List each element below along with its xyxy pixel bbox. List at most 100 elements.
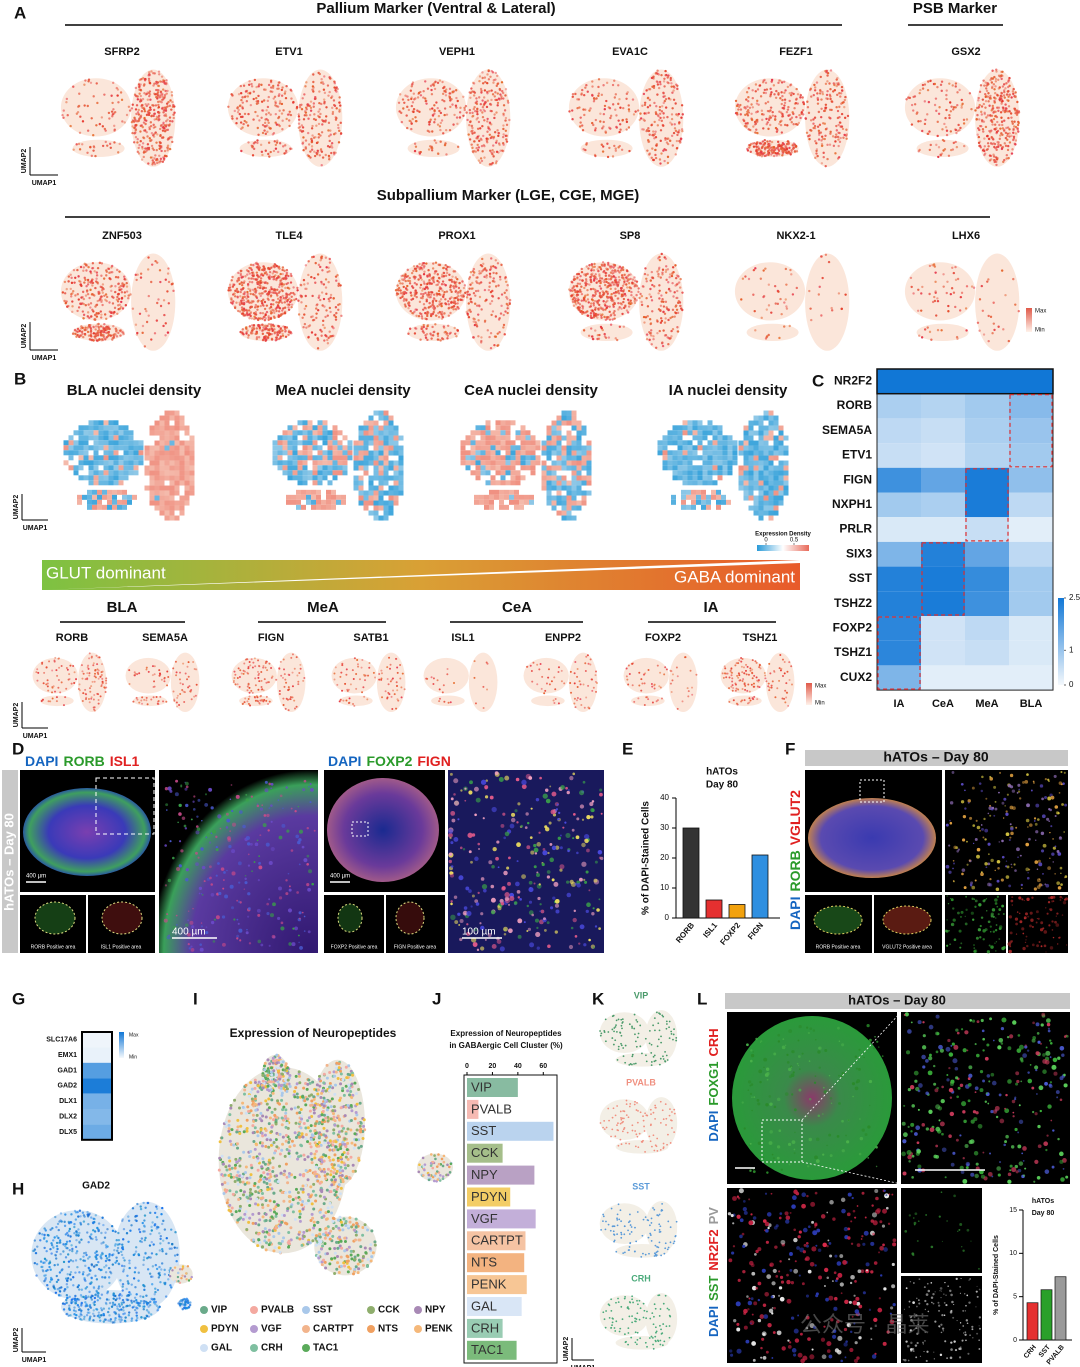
cell-dot [976, 113, 979, 117]
cell-dot [111, 271, 114, 274]
cell-dot [245, 331, 248, 334]
cell-dot [615, 125, 618, 129]
cell-dot [650, 123, 653, 127]
cell-dot [671, 91, 674, 94]
cell-dot [433, 87, 437, 91]
cell-dot [410, 285, 414, 288]
cell-dot [669, 76, 672, 80]
cell-dot [593, 98, 596, 101]
cell-dot [150, 263, 154, 266]
cell-dot [468, 293, 471, 296]
cell-dot [149, 108, 152, 111]
cell-dot [992, 322, 996, 325]
cell-dot [753, 120, 757, 124]
cell-dot [762, 127, 765, 130]
cell-dot [265, 117, 268, 121]
cell-dot [274, 147, 278, 150]
cell-dot [763, 148, 767, 151]
cell-dot [601, 127, 604, 130]
cell-dot [304, 264, 308, 267]
cell-dot [312, 102, 316, 105]
cell-dot [663, 321, 667, 324]
cell-dot [259, 311, 262, 315]
cell-dot [320, 334, 323, 337]
colorbar-label: Min [1035, 328, 1045, 334]
umap-background [805, 69, 850, 167]
cell-dot [831, 90, 835, 93]
cell-dot [983, 137, 986, 140]
cell-dot [250, 317, 254, 320]
cell-dot [790, 121, 793, 124]
cell-dot [100, 295, 103, 298]
cell-dot [975, 118, 978, 121]
density-pixel [78, 445, 84, 451]
cell-dot [836, 93, 839, 97]
cell-dot [227, 289, 230, 292]
cell-dot [591, 299, 595, 302]
cell-dot [314, 281, 317, 284]
cell-dot [1006, 90, 1009, 93]
cell-dot [648, 153, 651, 156]
cell-dot [305, 114, 308, 117]
cell-dot [273, 311, 276, 314]
cell-dot [768, 140, 772, 143]
cell-dot [486, 81, 489, 85]
cell-dot [617, 146, 620, 149]
cell-dot [505, 302, 509, 306]
cell-dot [430, 277, 433, 280]
cell-dot [1010, 96, 1013, 99]
cell-dot [286, 113, 290, 116]
cell-dot [279, 279, 283, 282]
cell-dot [783, 91, 786, 94]
cell-dot [441, 98, 444, 102]
cell-dot [648, 293, 651, 296]
cell-dot [799, 96, 802, 99]
cell-dot [256, 280, 260, 284]
cell-dot [429, 290, 433, 294]
cell-dot [146, 143, 150, 146]
cell-dot [271, 133, 275, 136]
cell-dot [239, 92, 243, 95]
cell-dot [318, 101, 321, 105]
cell-dot [837, 138, 840, 141]
cell-dot [591, 80, 594, 83]
cell-dot [416, 265, 419, 268]
cell-dot [483, 288, 487, 292]
cell-dot [113, 310, 116, 314]
cell-dot [775, 154, 778, 157]
cell-dot [774, 126, 778, 130]
cell-dot [230, 279, 233, 282]
cell-dot [755, 128, 758, 131]
cell-dot [928, 292, 931, 296]
cell-dot [232, 300, 235, 303]
cell-dot [991, 69, 994, 72]
cell-dot [136, 273, 139, 276]
cell-dot [1014, 139, 1018, 142]
cell-dot [337, 141, 341, 144]
umap-background [916, 139, 969, 158]
cell-dot [441, 316, 445, 319]
cell-dot [334, 315, 338, 319]
cell-dot [934, 271, 937, 274]
cell-dot [745, 98, 748, 101]
cell-dot [1012, 87, 1015, 91]
cell-dot [746, 114, 750, 117]
cell-dot [995, 158, 999, 161]
cell-dot [249, 103, 253, 107]
cell-dot [639, 117, 643, 120]
cell-dot [587, 334, 591, 337]
cell-dot [477, 313, 480, 316]
cell-dot [65, 101, 68, 104]
cell-dot [654, 156, 658, 160]
cell-dot [618, 278, 621, 282]
cell-dot [89, 272, 93, 275]
cell-dot [233, 109, 237, 113]
cell-dot [122, 332, 125, 336]
cell-dot [982, 130, 985, 133]
cell-dot [779, 297, 782, 301]
cell-dot [300, 108, 304, 111]
cell-dot [139, 130, 142, 133]
cell-dot [826, 74, 829, 77]
cell-dot [587, 301, 590, 304]
